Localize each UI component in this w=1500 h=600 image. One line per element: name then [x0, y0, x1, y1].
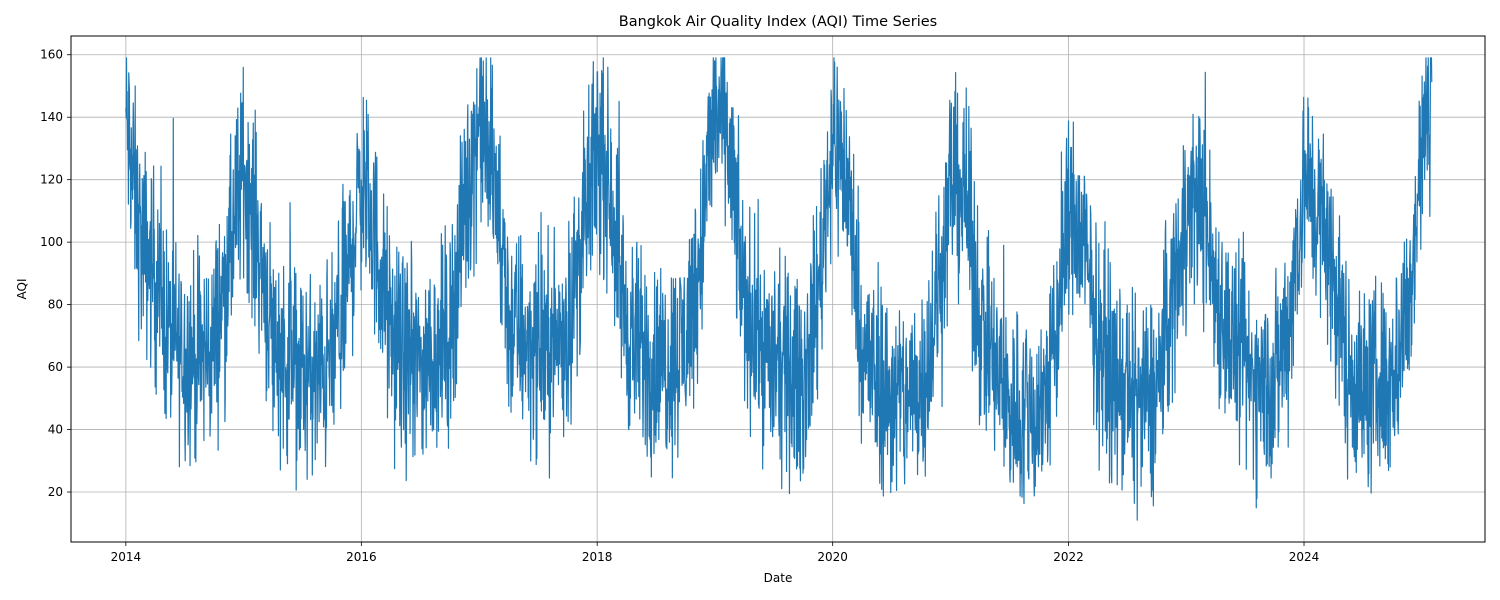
y-tick-label: 120	[40, 173, 63, 187]
x-tick-label: 2018	[582, 550, 613, 564]
x-tick-label: 2020	[817, 550, 848, 564]
x-tick-label: 2016	[346, 550, 377, 564]
chart-title: Bangkok Air Quality Index (AQI) Time Ser…	[619, 14, 937, 30]
y-tick-label: 20	[48, 485, 63, 499]
y-tick-label: 140	[40, 110, 63, 124]
axis-ticks: 2014 2016 2018 2020 2022 2024 20 40 60 80 100 120 14…	[40, 48, 1319, 564]
series-layer	[125, 57, 1433, 521]
y-tick-label: 40	[48, 423, 63, 437]
y-axis-label: AQI	[15, 279, 29, 300]
y-tick-label: 160	[40, 48, 63, 62]
aqi-series-line	[125, 57, 1433, 521]
x-tick-label: 2022	[1053, 550, 1084, 564]
plot-frame	[70, 35, 1486, 543]
y-tick-label: 60	[48, 360, 63, 374]
x-axis-label: Date	[764, 571, 793, 585]
y-tick-label: 100	[40, 235, 63, 249]
x-tick-label: 2014	[111, 550, 142, 564]
y-tick-label: 80	[48, 298, 63, 312]
x-tick-label: 2024	[1289, 550, 1320, 564]
